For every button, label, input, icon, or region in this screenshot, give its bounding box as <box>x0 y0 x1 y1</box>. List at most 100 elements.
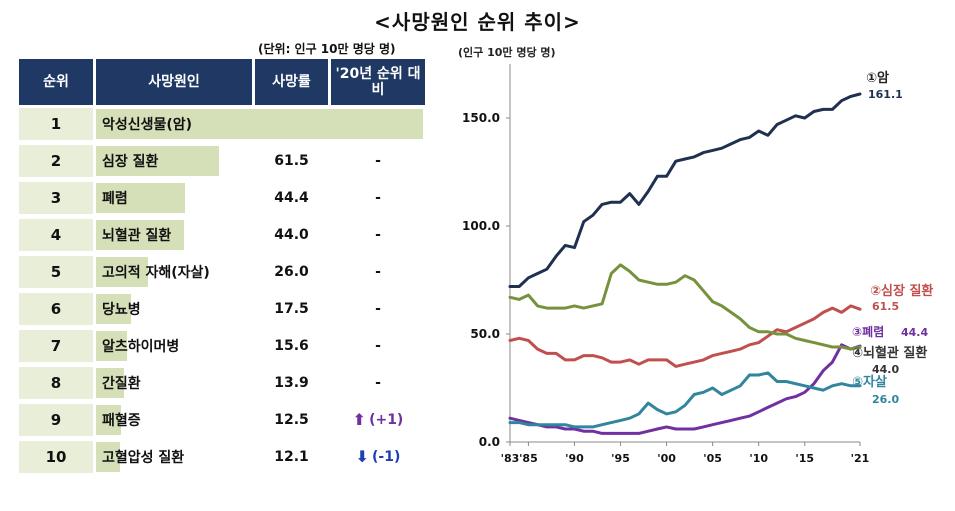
rate-bar <box>96 404 122 435</box>
rank-cell: 2 <box>19 144 93 177</box>
rank-cell: 6 <box>19 292 93 325</box>
cause-label: 간질환 <box>102 375 141 392</box>
change-label: - <box>375 337 381 354</box>
x-tick-label: '83 <box>501 452 520 465</box>
rate-cell: 12.1 <box>274 448 309 465</box>
cause-label: 악성신생물(암) <box>102 116 193 133</box>
table-row: 6 당뇨병 17.5 - <box>19 290 425 327</box>
change-cell: ⬇ (-1) <box>331 441 425 473</box>
header-rate: 사망률 <box>255 59 328 105</box>
change-cell: - <box>331 330 425 362</box>
rate-cell: 44.4 <box>274 189 309 206</box>
table-row: 2 심장 질환 61.5 - <box>19 142 425 179</box>
cause-cell: 알츠하이머병 <box>96 330 252 362</box>
cause-label: 당뇨병 <box>102 301 141 318</box>
series-name-label: ⑤자살 <box>852 374 887 390</box>
change-cell: - <box>331 145 425 177</box>
cause-label: 알츠하이머병 <box>102 338 180 355</box>
rate-cell: 12.5 <box>274 411 309 428</box>
cause-cell: 당뇨병 <box>96 293 252 325</box>
series-line <box>508 304 862 368</box>
rate-bar <box>96 293 132 324</box>
cause-cell: 악성신생물(암) <box>96 108 423 140</box>
cause-label: 패혈증 <box>102 412 141 429</box>
change-cell: ⬆ (+1) <box>331 404 425 436</box>
x-tick-label: '85 <box>519 452 538 465</box>
series-line <box>508 263 862 351</box>
table-row: 10 고혈압성 질환 12.1 ⬇ (-1) <box>19 438 425 475</box>
series-value-label: 61.5 <box>872 300 899 313</box>
rank-cell: 9 <box>19 403 93 436</box>
change-label: - <box>375 189 381 206</box>
series-name-label: ①암 <box>866 70 889 86</box>
x-tick-label: '21 <box>851 452 870 465</box>
cause-label: 고의적 자해(자살) <box>102 264 210 281</box>
ranking-table: 순위 사망원인 사망률 '20년 순위 대비 1악성신생물(암)161.1-2심… <box>19 59 425 475</box>
change-cell: - <box>331 219 425 251</box>
table-row: 9 패혈증 12.5 ⬆ (+1) <box>19 401 425 438</box>
rank-cell: 4 <box>19 218 93 251</box>
series-value-label: 161.1 <box>868 88 903 101</box>
change-cell: - <box>331 256 425 288</box>
change-label: - <box>375 263 381 280</box>
cause-cell: 심장 질환 <box>96 145 252 177</box>
table-row: 8 간질환 13.9 - <box>19 364 425 401</box>
series-name-label: ③폐렴 <box>852 324 884 339</box>
change-label: - <box>375 226 381 243</box>
x-tick-label: '05 <box>703 452 722 465</box>
series-name-label: ④뇌혈관 질환 <box>852 345 927 361</box>
change-label: (+1) <box>369 411 404 428</box>
rate-bar <box>96 219 185 250</box>
rank-cell: 3 <box>19 181 93 214</box>
rate-cell: 61.5 <box>274 152 309 169</box>
arrow-down-icon: ⬇ <box>355 447 370 466</box>
x-tick-label: '10 <box>749 452 768 465</box>
rate-bar <box>96 256 149 287</box>
y-tick-label: 50.0 <box>470 327 500 341</box>
change-cell: - <box>331 293 425 325</box>
table-row: 3 폐렴 44.4 - <box>19 179 425 216</box>
change-cell: - <box>331 182 425 214</box>
arrow-up-icon: ⬆ <box>352 410 367 429</box>
rate-cell: 26.0 <box>274 263 309 280</box>
rate-bar <box>96 367 124 398</box>
cause-label: 뇌혈관 질환 <box>102 227 172 244</box>
cause-cell: 뇌혈관 질환 <box>96 219 252 251</box>
rate-cell: 17.5 <box>274 300 309 317</box>
table-row: 7 알츠하이머병 15.6 - <box>19 327 425 364</box>
series-line <box>508 371 862 429</box>
cause-label: 고혈압성 질환 <box>102 449 185 466</box>
x-tick-label: '90 <box>565 452 584 465</box>
rank-cell: 10 <box>19 440 93 473</box>
death-cause-line-chart: (인구 10만 명당 명) 0.0 50.0 100.0 150.0 '83'85 '90 '… <box>458 45 933 465</box>
rate-bar <box>96 441 121 472</box>
x-tick-label: '95 <box>611 452 630 465</box>
y-axis-label: (인구 10만 명당 명) <box>458 45 556 59</box>
y-tick-label: 150.0 <box>462 111 500 125</box>
cause-label: 심장 질환 <box>102 153 159 170</box>
change-label: - <box>375 300 381 317</box>
series-name-label: ②심장 질환 <box>870 283 933 299</box>
table-header: 순위 사망원인 사망률 '20년 순위 대비 <box>19 59 425 105</box>
cause-label: 폐렴 <box>102 190 128 207</box>
x-tick-label: '00 <box>657 452 676 465</box>
rate-bar <box>96 108 423 139</box>
rate-bar <box>96 145 220 176</box>
cause-cell: 간질환 <box>96 367 252 399</box>
y-tick-label: 0.0 <box>479 435 500 449</box>
series-line <box>508 343 862 435</box>
header-change: '20년 순위 대비 <box>331 59 425 105</box>
change-cell: - <box>331 367 425 399</box>
header-cause: 사망원인 <box>96 59 252 105</box>
series-line <box>508 92 862 288</box>
y-tick-label: 100.0 <box>462 219 500 233</box>
rank-cell: 8 <box>19 366 93 399</box>
series-value-label: 44.4 <box>901 326 928 339</box>
change-label: - <box>375 374 381 391</box>
rate-cell: 15.6 <box>274 337 309 354</box>
rate-bar <box>96 182 186 213</box>
table-unit-note: (단위: 인구 10만 명당 명) <box>258 42 396 56</box>
change-label: (-1) <box>372 448 401 465</box>
